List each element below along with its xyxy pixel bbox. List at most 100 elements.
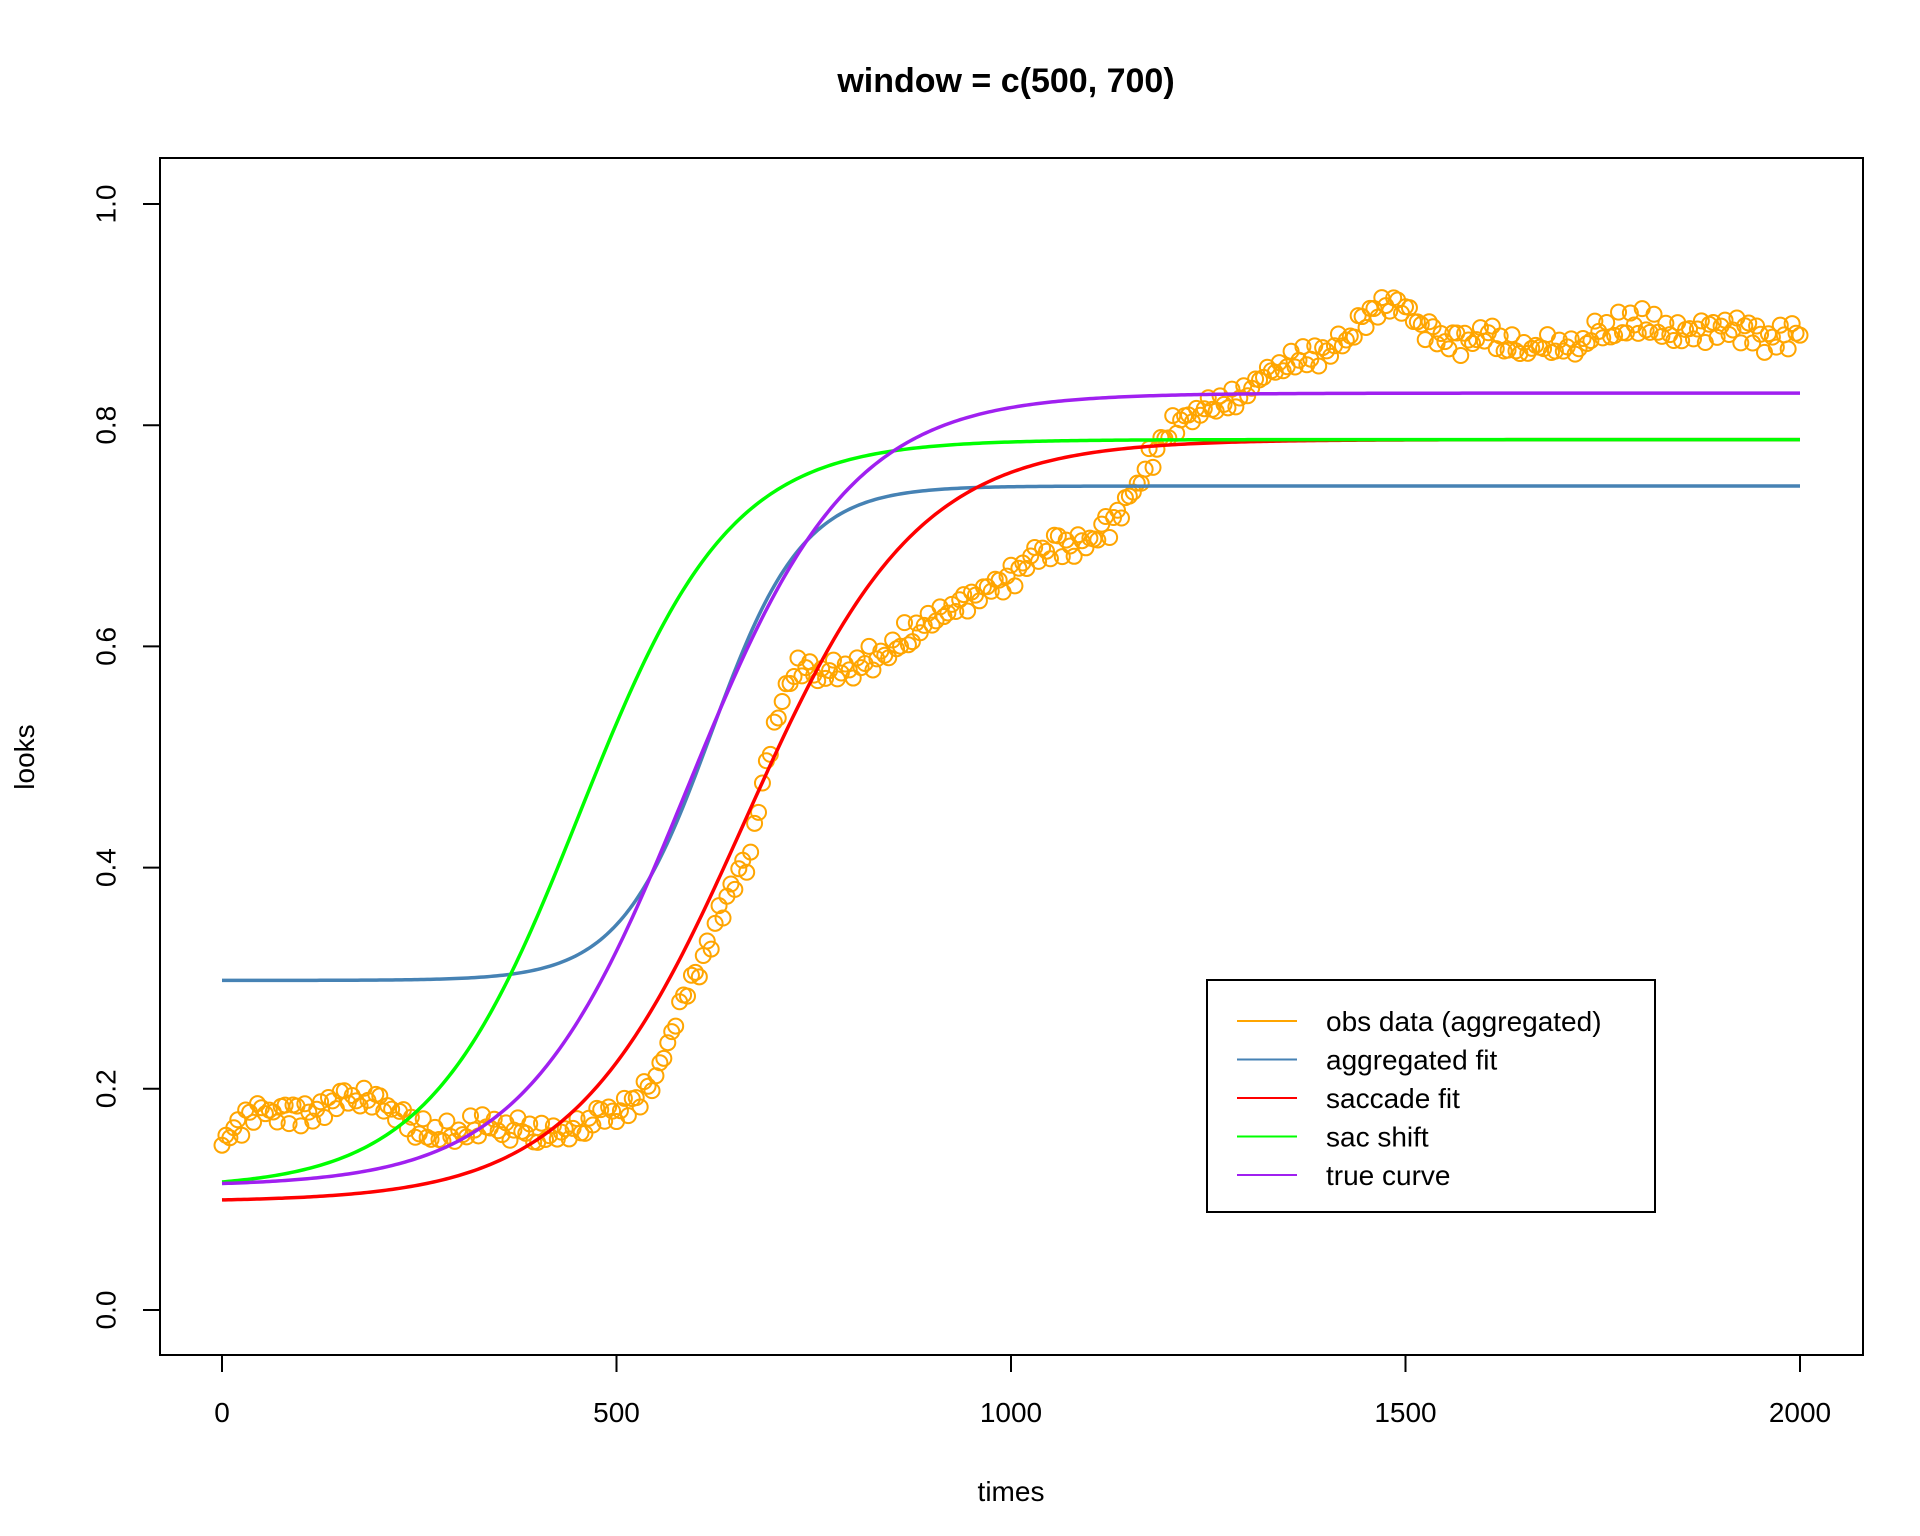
obs-point — [990, 571, 1008, 589]
obs-point — [643, 1082, 661, 1100]
obs-point — [533, 1114, 551, 1132]
obs-point — [556, 1120, 574, 1138]
obs-point — [765, 713, 783, 731]
obs-point — [955, 586, 973, 604]
obs-point — [947, 602, 965, 620]
obs-point — [245, 1113, 263, 1131]
obs-point — [1779, 340, 1797, 358]
obs-point — [682, 966, 700, 984]
obs-point — [915, 616, 933, 634]
series-line-sac-shift — [221, 437, 1800, 1184]
obs-point — [1365, 299, 1383, 317]
obs-point — [600, 1098, 618, 1116]
obs-point — [312, 1093, 330, 1111]
obs-point — [1251, 371, 1269, 389]
obs-point — [1041, 550, 1059, 568]
y-axis: 0.0 0.2 0.4 0.6 0.8 1.0 — [90, 185, 161, 1329]
obs-point — [631, 1098, 649, 1116]
obs-point — [824, 651, 842, 669]
obs-point — [1637, 321, 1655, 339]
obs-point — [627, 1089, 645, 1107]
obs-point — [316, 1109, 334, 1127]
obs-point — [1546, 342, 1564, 360]
observed-points — [213, 289, 1809, 1154]
x-tick-label: 1000 — [980, 1397, 1042, 1428]
obs-point — [1720, 326, 1738, 344]
obs-point — [923, 616, 941, 634]
x-axis-label: times — [978, 1476, 1045, 1507]
obs-point — [793, 667, 811, 685]
obs-point — [864, 661, 882, 679]
obs-point — [1215, 395, 1233, 413]
obs-point — [1783, 315, 1801, 333]
obs-point — [1740, 314, 1758, 332]
obs-point — [1294, 338, 1312, 356]
obs-point — [280, 1115, 298, 1133]
obs-point — [414, 1110, 432, 1128]
obs-point — [1006, 577, 1024, 595]
obs-point — [1610, 303, 1628, 321]
obs-point — [714, 909, 732, 927]
obs-point — [1408, 313, 1426, 331]
obs-point — [1641, 323, 1659, 341]
obs-point — [773, 693, 791, 711]
obs-point — [1736, 317, 1754, 335]
obs-point — [702, 940, 720, 958]
obs-point — [1420, 313, 1438, 331]
obs-point — [907, 614, 925, 632]
obs-point — [1724, 321, 1742, 339]
legend-label: saccade fit — [1326, 1083, 1460, 1114]
obs-point — [899, 636, 917, 654]
obs-point — [473, 1106, 491, 1124]
obs-point — [1732, 334, 1750, 352]
obs-point — [1767, 338, 1785, 356]
obs-point — [1357, 318, 1375, 336]
obs-point — [1566, 345, 1584, 363]
obs-point — [679, 987, 697, 1005]
obs-point — [659, 1034, 677, 1052]
obs-point — [951, 591, 969, 609]
y-axis-label: looks — [9, 724, 40, 789]
obs-point — [1523, 339, 1541, 357]
obs-point — [1112, 509, 1130, 527]
obs-point — [1270, 354, 1288, 372]
obs-point — [982, 582, 1000, 600]
obs-point — [1791, 326, 1809, 344]
y-tick-label: 0.8 — [90, 406, 121, 445]
obs-point — [817, 669, 835, 687]
obs-point — [1049, 527, 1067, 545]
obs-point — [1578, 334, 1596, 352]
obs-point — [722, 875, 740, 893]
obs-point — [1199, 389, 1217, 407]
legend-label: sac shift — [1326, 1122, 1429, 1153]
obs-point — [939, 604, 957, 622]
obs-point — [750, 803, 768, 821]
obs-point — [1621, 304, 1639, 322]
obs-point — [1752, 325, 1770, 343]
obs-point — [501, 1131, 519, 1149]
obs-point — [383, 1100, 401, 1118]
obs-point — [347, 1092, 365, 1110]
obs-point — [1002, 556, 1020, 574]
obs-point — [1148, 440, 1166, 458]
obs-point — [604, 1102, 622, 1120]
obs-point — [690, 968, 708, 986]
obs-point — [840, 661, 858, 679]
obs-point — [651, 1054, 669, 1072]
obs-point — [1373, 289, 1391, 307]
obs-point — [785, 667, 803, 685]
obs-point — [852, 659, 870, 677]
obs-point — [1771, 316, 1789, 334]
obs-point — [1464, 335, 1482, 353]
obs-point — [1120, 487, 1138, 505]
obs-point — [1692, 312, 1710, 330]
obs-point — [1594, 329, 1612, 347]
series-line-true-curve — [221, 391, 1800, 1186]
y-tick-label: 0.6 — [90, 627, 121, 666]
obs-point — [304, 1112, 322, 1130]
obs-point — [959, 602, 977, 620]
obs-point — [268, 1113, 286, 1131]
obs-point — [1274, 362, 1292, 380]
obs-point — [1657, 314, 1675, 332]
